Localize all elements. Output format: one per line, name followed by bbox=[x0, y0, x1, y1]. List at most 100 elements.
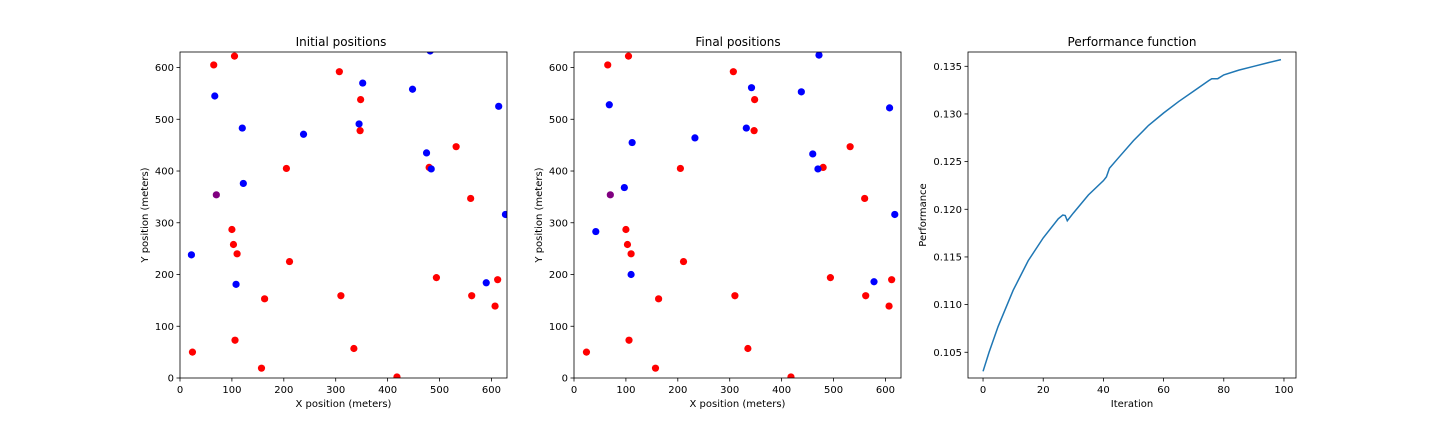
scatter-point bbox=[188, 348, 197, 356]
scatter-point bbox=[231, 336, 239, 344]
chart-title: Performance function bbox=[1068, 35, 1197, 49]
x-axis-label: X position (meters) bbox=[296, 399, 392, 410]
data-marks bbox=[982, 58, 1282, 372]
x-tick-label: 200 bbox=[274, 385, 293, 396]
x-tick-label: 100 bbox=[616, 385, 635, 396]
y-tick-label: 400 bbox=[549, 167, 568, 178]
scatter-point bbox=[582, 348, 591, 356]
axes-frame bbox=[967, 51, 1297, 379]
y-tick-label: 500 bbox=[155, 115, 174, 126]
scatter-point bbox=[337, 292, 345, 300]
scatter-point bbox=[432, 274, 441, 282]
scatter-point bbox=[751, 96, 759, 104]
x-tick-label: 80 bbox=[1217, 385, 1230, 396]
y-tick-label: 0.105 bbox=[933, 348, 962, 359]
x-tick-label: 300 bbox=[720, 385, 739, 396]
scatter-point bbox=[350, 344, 358, 353]
data-marks bbox=[187, 52, 507, 378]
x-tick-label: 500 bbox=[824, 385, 843, 396]
scatter-point bbox=[233, 250, 241, 258]
scatter-point bbox=[230, 52, 239, 60]
scatter-point bbox=[239, 179, 247, 188]
axes-frame bbox=[179, 51, 508, 379]
scatter-point bbox=[335, 68, 343, 76]
x-tick-label: 40 bbox=[1097, 385, 1110, 396]
x-tick-label: 0 bbox=[571, 385, 577, 396]
x-axis-label: Iteration bbox=[1111, 399, 1153, 410]
scatter-point bbox=[229, 240, 238, 249]
y-tick-label: 200 bbox=[549, 270, 568, 281]
scatter-point bbox=[676, 164, 685, 173]
plot-area: 0 100 200 300 400 500 600 0 100 200 300 400 500 600 bbox=[549, 51, 902, 396]
scatter-point bbox=[187, 251, 196, 259]
x-tick-label: 400 bbox=[378, 385, 397, 396]
y-tick-label: 300 bbox=[549, 218, 568, 229]
chart-title: Initial positions bbox=[296, 35, 387, 49]
scatter-point bbox=[605, 101, 613, 109]
chart-title: Final positions bbox=[695, 35, 780, 49]
x-axis-label: X position (meters) bbox=[690, 399, 786, 410]
scatter-point bbox=[212, 191, 220, 199]
x-tick-label: 100 bbox=[1274, 385, 1293, 396]
y-tick-label: 600 bbox=[549, 63, 568, 74]
scatter-point bbox=[627, 250, 635, 258]
scatter-point bbox=[491, 302, 499, 310]
scatter-point bbox=[211, 92, 219, 100]
y-tick-label: 0.115 bbox=[933, 252, 962, 263]
scatter-point bbox=[624, 52, 633, 60]
scatter-point bbox=[622, 225, 630, 234]
x-tick-label: 400 bbox=[772, 385, 791, 396]
y-tick-label: 0.130 bbox=[933, 109, 962, 120]
x-tick-label: 0 bbox=[980, 385, 986, 396]
scatter-point bbox=[814, 165, 822, 173]
scatter-point bbox=[238, 124, 246, 132]
x-tick-label: 500 bbox=[430, 385, 449, 396]
y-axis-label: Y position (meters) bbox=[534, 167, 545, 263]
scatter-point bbox=[744, 344, 752, 353]
x-tick-label: 0 bbox=[177, 385, 183, 396]
y-axis-label: Performance bbox=[918, 183, 929, 246]
scatter-point bbox=[228, 225, 236, 234]
scatter-point bbox=[888, 276, 896, 284]
scatter-point bbox=[655, 295, 663, 303]
scatter-point bbox=[604, 61, 612, 69]
y-tick-label: 500 bbox=[549, 115, 568, 126]
scatter-point bbox=[620, 183, 628, 192]
scatter-point bbox=[356, 127, 364, 135]
scatter-point bbox=[729, 68, 737, 76]
scatter-point bbox=[257, 364, 266, 372]
scatter-point bbox=[862, 292, 870, 300]
x-tick-label: 200 bbox=[668, 385, 687, 396]
y-tick-label: 0.125 bbox=[933, 157, 962, 168]
x-tick-label: 60 bbox=[1157, 385, 1170, 396]
data-marks bbox=[582, 52, 899, 378]
scatter-point bbox=[592, 227, 600, 236]
scatter-point bbox=[359, 79, 367, 87]
y-tick-label: 0.135 bbox=[933, 62, 962, 73]
scatter-point bbox=[357, 96, 365, 104]
scatter-point bbox=[628, 138, 636, 147]
panel-performance-function: Performance function 0 20 40 60 80 100 0.105 0.… bbox=[918, 35, 1297, 410]
scatter-point bbox=[885, 104, 894, 112]
scatter-point bbox=[625, 336, 633, 344]
y-tick-label: 300 bbox=[155, 218, 174, 229]
scatter-point bbox=[885, 302, 893, 310]
scatter-point bbox=[282, 164, 291, 173]
scatter-point bbox=[691, 134, 699, 142]
scatter-point bbox=[426, 52, 434, 55]
scatter-point bbox=[422, 149, 431, 157]
scatter-point bbox=[787, 373, 795, 378]
y-tick-label: 600 bbox=[155, 63, 174, 74]
scatter-point bbox=[809, 150, 817, 158]
scatter-point bbox=[467, 194, 475, 203]
scatter-point bbox=[861, 194, 869, 203]
scatter-point bbox=[261, 295, 269, 303]
scatter-point bbox=[482, 279, 490, 287]
scatter-point bbox=[495, 102, 503, 110]
x-tick-label: 100 bbox=[222, 385, 241, 396]
scatter-point bbox=[747, 84, 756, 92]
scatter-point bbox=[285, 257, 294, 266]
scatter-point bbox=[891, 210, 899, 219]
y-tick-label: 200 bbox=[155, 270, 174, 281]
scatter-point bbox=[750, 127, 758, 135]
